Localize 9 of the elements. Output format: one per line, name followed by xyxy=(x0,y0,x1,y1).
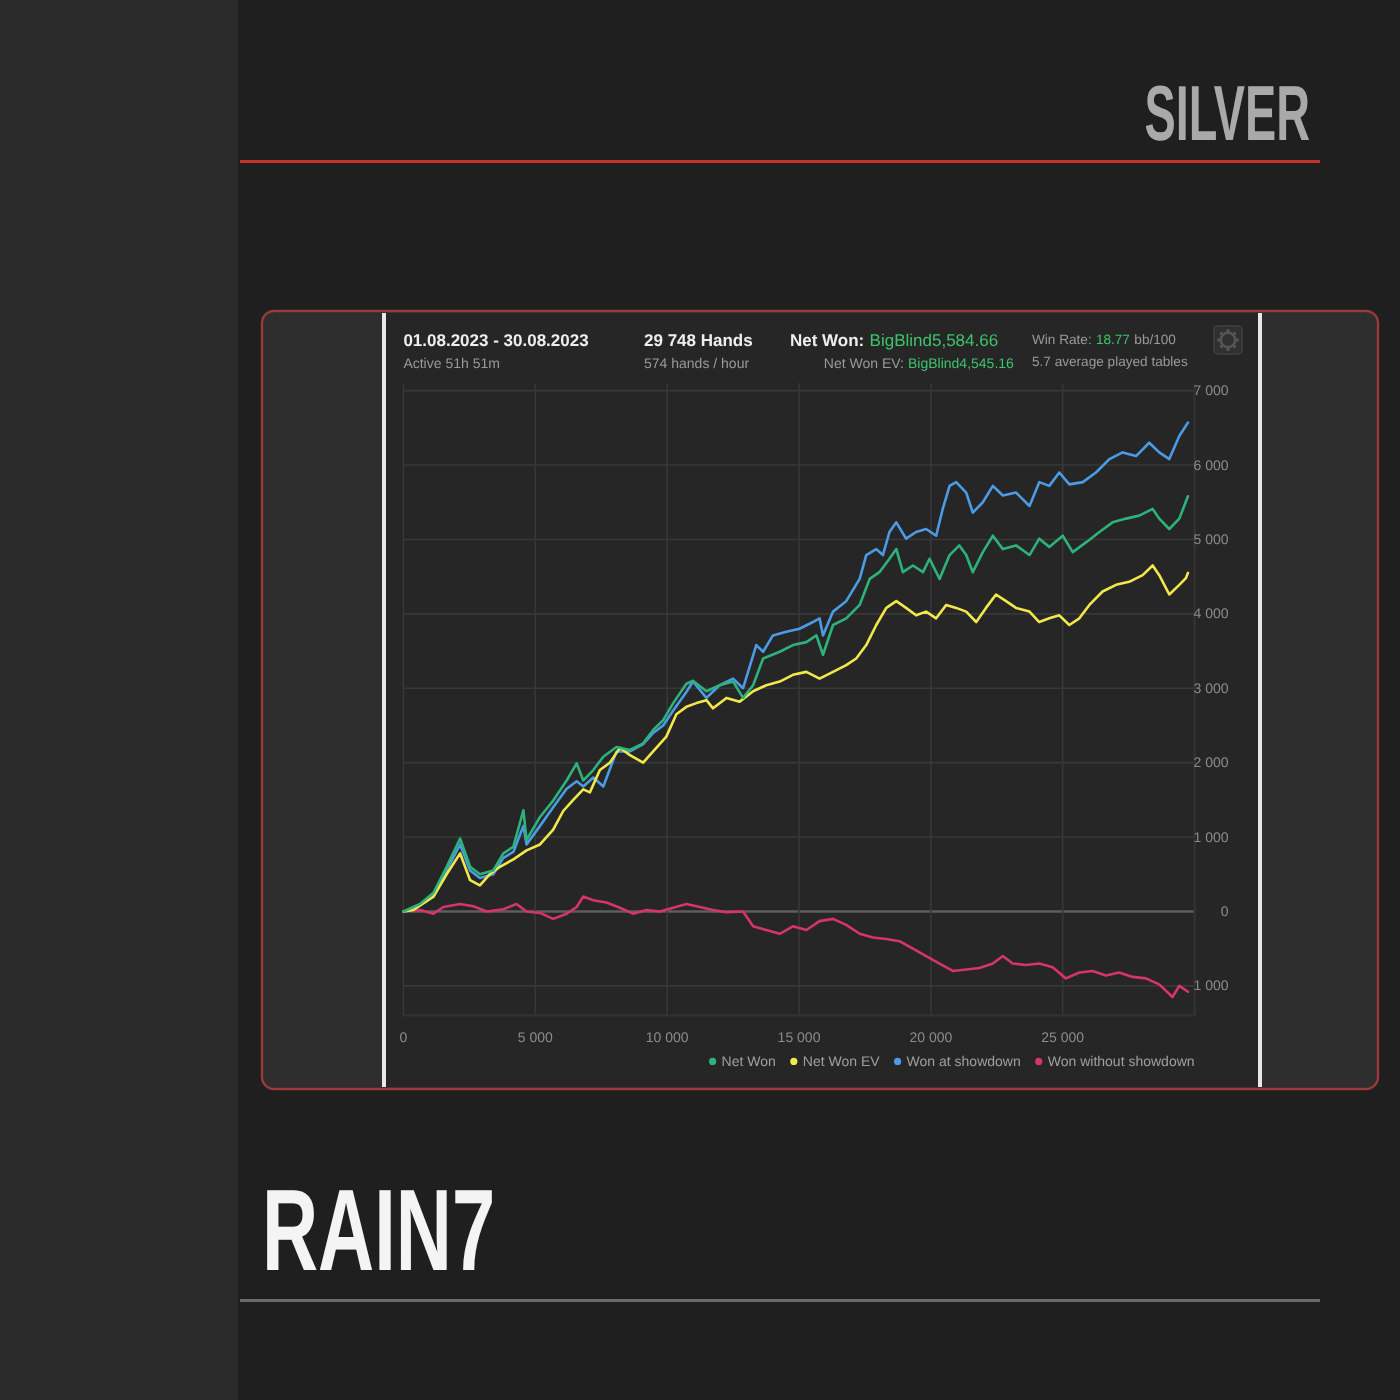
line-series xyxy=(402,494,1190,913)
line-series xyxy=(402,564,1190,913)
text: RAIN7 xyxy=(262,1166,496,1296)
line-series xyxy=(402,895,1190,999)
text: Net Won: xyxy=(790,330,865,350)
text: BigBlind5,584.66 xyxy=(869,330,999,350)
text: 29 748 Hands xyxy=(644,330,754,350)
chart-subtitle: SILVER xyxy=(1144,69,1310,157)
text: 01.08.2023 - 30.08.2023 xyxy=(403,330,590,350)
